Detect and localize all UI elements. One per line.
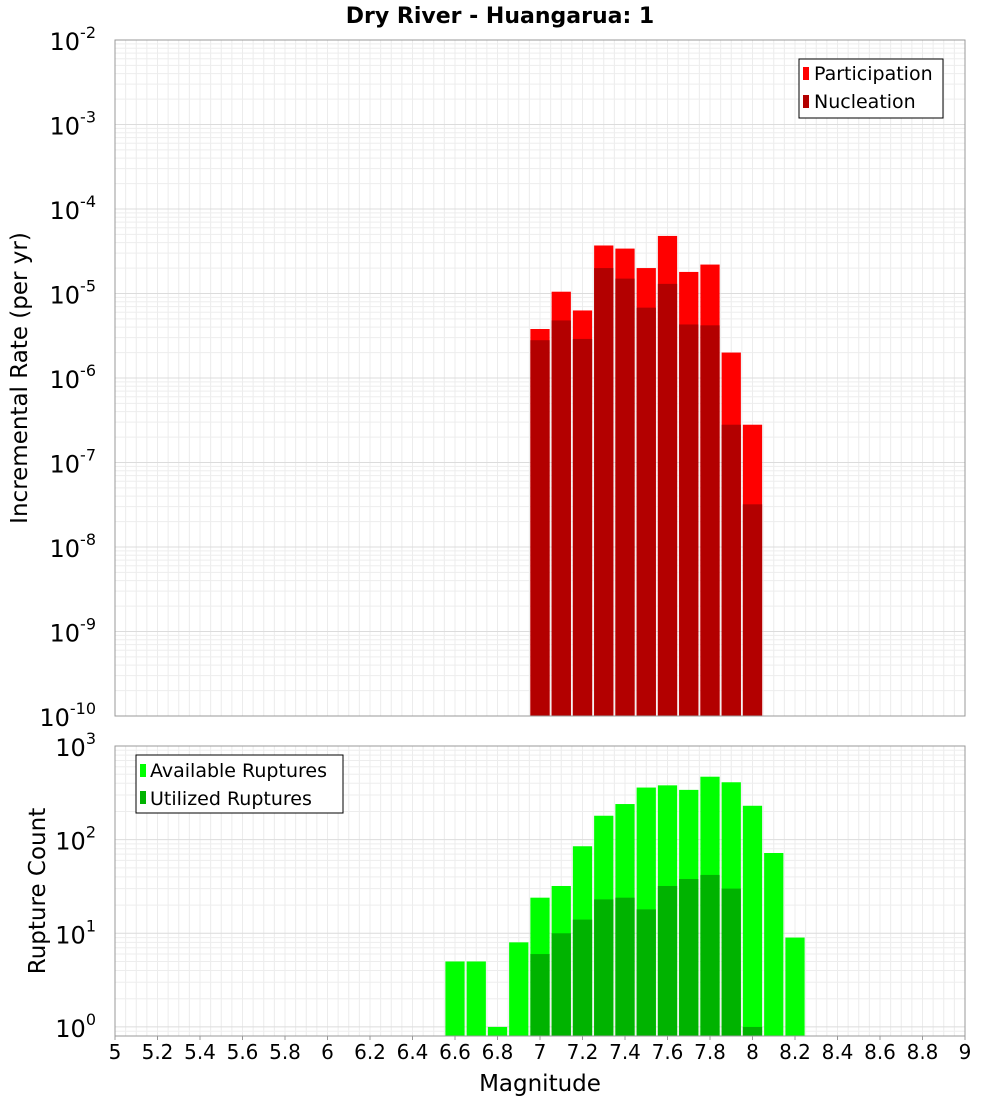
top-bar-nucleation <box>636 307 656 716</box>
y-tick-label: 10-5 <box>50 277 97 310</box>
legend-swatch-participation <box>803 67 809 80</box>
bottom-legend: Available Ruptures Utilized Ruptures <box>135 754 344 814</box>
bot-bar-available-ruptures <box>445 961 465 1036</box>
x-tick-label: 6.2 <box>354 1040 386 1064</box>
bot-bar-utilized-ruptures <box>700 874 720 1036</box>
bottom-legend-box <box>135 754 344 814</box>
bot-bar-utilized-ruptures <box>530 954 550 1036</box>
top-bar-nucleation <box>594 268 614 716</box>
top-bar-nucleation <box>721 424 741 716</box>
bot-bar-utilized-ruptures <box>636 909 656 1036</box>
x-tick-label: 7.2 <box>567 1040 599 1064</box>
top-bar-nucleation <box>679 324 699 716</box>
x-tick-label: 8.2 <box>779 1040 811 1064</box>
x-tick-label: 6 <box>321 1040 334 1064</box>
top-bar-nucleation <box>742 504 763 716</box>
x-tick-label: 7.4 <box>609 1040 641 1064</box>
top-y-axis-title: Incremental Rate (per yr) <box>7 232 33 524</box>
top-bar-nucleation <box>615 278 635 716</box>
x-tick-label: 6.4 <box>397 1040 429 1064</box>
legend-label-available: Available Ruptures <box>150 760 327 782</box>
bot-bar-utilized-ruptures <box>594 899 614 1036</box>
top-legend: Participation Nucleation <box>798 58 944 119</box>
y-tick-label: 10-3 <box>50 108 97 141</box>
x-tick-labels: 5 5.2 5.4 5.6 5.8 6 6.2 6.4 6.6 6.8 7 7.2 7.4 7.6 7.8 8… <box>109 1036 972 1064</box>
x-tick-label: 8 <box>746 1040 759 1064</box>
y-tick-label: 10-4 <box>50 192 97 225</box>
legend-label-nucleation: Nucleation <box>814 91 916 113</box>
bottom-y-axis-title: Rupture Count <box>25 808 51 974</box>
legend-swatch-nucleation <box>803 95 809 108</box>
x-tick-label: 5.6 <box>227 1040 259 1064</box>
top-y-tick-labels: 10-10 10-9 10-8 10-7 10-6 10-5 10-4 10-3 10-2 <box>39 23 96 732</box>
top-bar-nucleation <box>657 283 678 716</box>
x-tick-label: 6.6 <box>439 1040 471 1064</box>
legend-label-utilized: Utilized Ruptures <box>150 788 312 810</box>
bot-bar-utilized-ruptures <box>615 897 635 1036</box>
legend-swatch-available <box>140 764 146 777</box>
bottom-plot-bars <box>445 776 805 1036</box>
bot-bar-utilized-ruptures <box>657 885 678 1036</box>
bottom-y-tick-labels: 100 101 102 103 <box>55 729 96 1043</box>
bot-bar-available-ruptures <box>487 1026 508 1036</box>
y-tick-label: 101 <box>55 916 96 949</box>
top-bar-nucleation <box>700 325 720 716</box>
top-bar-nucleation <box>551 320 571 716</box>
bot-bar-utilized-ruptures <box>551 933 571 1036</box>
bot-bar-utilized-ruptures <box>572 919 593 1036</box>
bot-bar-utilized-ruptures <box>679 878 699 1036</box>
x-tick-label: 5 <box>109 1040 122 1064</box>
y-tick-label: 100 <box>55 1010 96 1043</box>
bot-bar-available-ruptures <box>509 942 529 1036</box>
x-tick-label: 6.8 <box>482 1040 514 1064</box>
x-tick-label: 8.6 <box>864 1040 896 1064</box>
x-tick-label: 7 <box>534 1040 547 1064</box>
x-axis-title: Magnitude <box>479 1071 601 1097</box>
top-legend-box <box>798 58 944 119</box>
legend-label-participation: Participation <box>814 63 933 85</box>
y-tick-label: 103 <box>55 729 96 762</box>
y-tick-label: 10-6 <box>50 361 97 394</box>
y-tick-label: 10-7 <box>50 446 97 479</box>
y-tick-label: 10-10 <box>39 699 96 732</box>
bot-bar-utilized-ruptures <box>721 888 741 1036</box>
y-tick-label: 10-8 <box>50 530 97 563</box>
x-tick-label: 8.8 <box>907 1040 939 1064</box>
bot-bar-available-ruptures <box>742 805 763 1036</box>
x-tick-label: 7.8 <box>694 1040 726 1064</box>
bot-bar-available-ruptures <box>764 853 784 1036</box>
bot-bar-available-ruptures <box>785 937 805 1036</box>
x-tick-label: 5.4 <box>184 1040 216 1064</box>
top-bar-nucleation <box>530 340 550 716</box>
top-plot-bars <box>530 235 763 717</box>
top-plot-frame <box>114 39 966 717</box>
x-tick-label: 9 <box>959 1040 972 1064</box>
x-tick-label: 5.8 <box>269 1040 301 1064</box>
bot-bar-utilized-ruptures <box>742 1026 763 1036</box>
x-tick-label: 8.4 <box>822 1040 854 1064</box>
bot-bar-available-ruptures <box>466 961 486 1036</box>
x-tick-label: 7.6 <box>652 1040 684 1064</box>
legend-swatch-utilized <box>140 791 146 804</box>
top-bar-nucleation <box>572 338 593 716</box>
y-tick-label: 10-9 <box>50 615 97 648</box>
y-tick-label: 10-2 <box>50 23 97 56</box>
y-tick-label: 102 <box>55 823 96 856</box>
chart-title: Dry River - Huangarua: 1 <box>346 4 654 29</box>
x-tick-label: 5.2 <box>142 1040 174 1064</box>
